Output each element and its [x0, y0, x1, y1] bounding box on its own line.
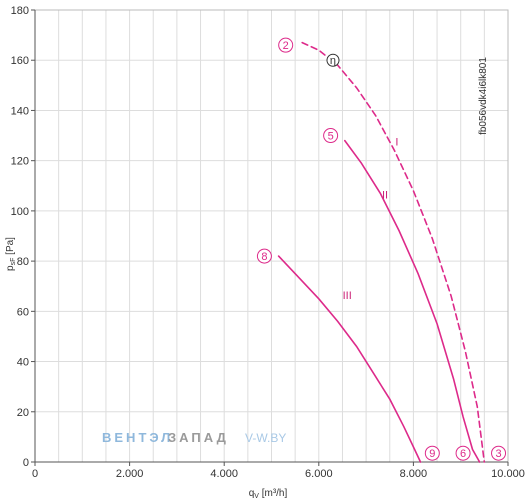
point-marker-label: 9	[429, 448, 435, 460]
y-tick-label: 20	[17, 407, 29, 419]
x-tick-label: 6.000	[305, 468, 333, 480]
efficiency-marker-label: η	[330, 55, 336, 67]
point-marker-label: 5	[328, 131, 334, 143]
y-tick-label: 160	[11, 55, 29, 67]
grid	[34, 9, 509, 463]
series-line	[277, 255, 422, 463]
point-marker-circle	[491, 445, 507, 461]
y-axis-label-unit: [Pa]	[5, 237, 16, 255]
efficiency-marker: η	[326, 53, 340, 67]
y-tick-label: 80	[17, 256, 29, 268]
point-marker-circle	[455, 445, 471, 461]
series-line	[344, 139, 481, 463]
curve-label: I	[395, 137, 398, 149]
y-tick-label: 180	[11, 5, 29, 17]
point-marker: 9	[424, 445, 440, 461]
point-marker-label: 3	[495, 448, 501, 460]
watermark-part1: ВЕНТЭЛ	[102, 430, 173, 445]
point-marker: 2	[278, 37, 294, 53]
watermark-part2: ЗАПАД	[168, 430, 229, 445]
point-marker-label: 6	[460, 448, 466, 460]
figure-code: fb056vdk4i6lk801	[478, 57, 489, 135]
x-axis-label: qV [m³/h]	[249, 488, 288, 500]
point-marker-circle	[278, 37, 294, 53]
series-lines	[277, 41, 486, 463]
point-marker-circle	[424, 445, 440, 461]
x-tick-label: 2.000	[116, 468, 144, 480]
y-axis-label-sub: sF	[10, 258, 17, 266]
point-marker-label: 2	[283, 40, 289, 52]
curve-label: II	[382, 189, 388, 201]
y-tick-label: 140	[11, 105, 29, 117]
y-tick-labels: 0 20 40 60 80 100 120 140 160 180	[11, 5, 35, 469]
x-tick-label: 0	[32, 468, 38, 480]
point-marker-label: 8	[261, 251, 267, 263]
x-tick-labels: 0 2.000 4.000 6.000 8.000 10.000	[32, 462, 525, 480]
point-marker-circle	[256, 248, 272, 264]
x-axis-label-sub: V	[254, 493, 259, 500]
y-axis-label: psF [Pa]	[5, 237, 17, 271]
point-marker: 3	[491, 445, 507, 461]
y-tick-label: 120	[11, 156, 29, 168]
x-tick-label: 4.000	[210, 468, 238, 480]
x-axis-label-main: q	[249, 488, 255, 499]
efficiency-marker-circle	[326, 53, 340, 67]
point-markers: 2 5 8 9 6 3 η	[256, 37, 507, 461]
y-axis-label-main: p	[5, 265, 16, 271]
y-tick-label: 100	[11, 206, 29, 218]
y-tick-label: 60	[17, 306, 29, 318]
curve-label: III	[343, 290, 352, 302]
x-axis-label-unit: [m³/h]	[262, 488, 288, 499]
point-marker: 8	[256, 248, 272, 264]
point-marker: 6	[455, 445, 471, 461]
y-tick-label: 0	[23, 457, 29, 469]
point-marker: 5	[323, 128, 339, 144]
watermark-part3: V-W.BY	[245, 431, 286, 445]
x-tick-label: 8.000	[400, 468, 428, 480]
y-tick-label: 40	[17, 357, 29, 369]
x-tick-label: 10.000	[491, 468, 525, 480]
point-marker-circle	[323, 128, 339, 144]
